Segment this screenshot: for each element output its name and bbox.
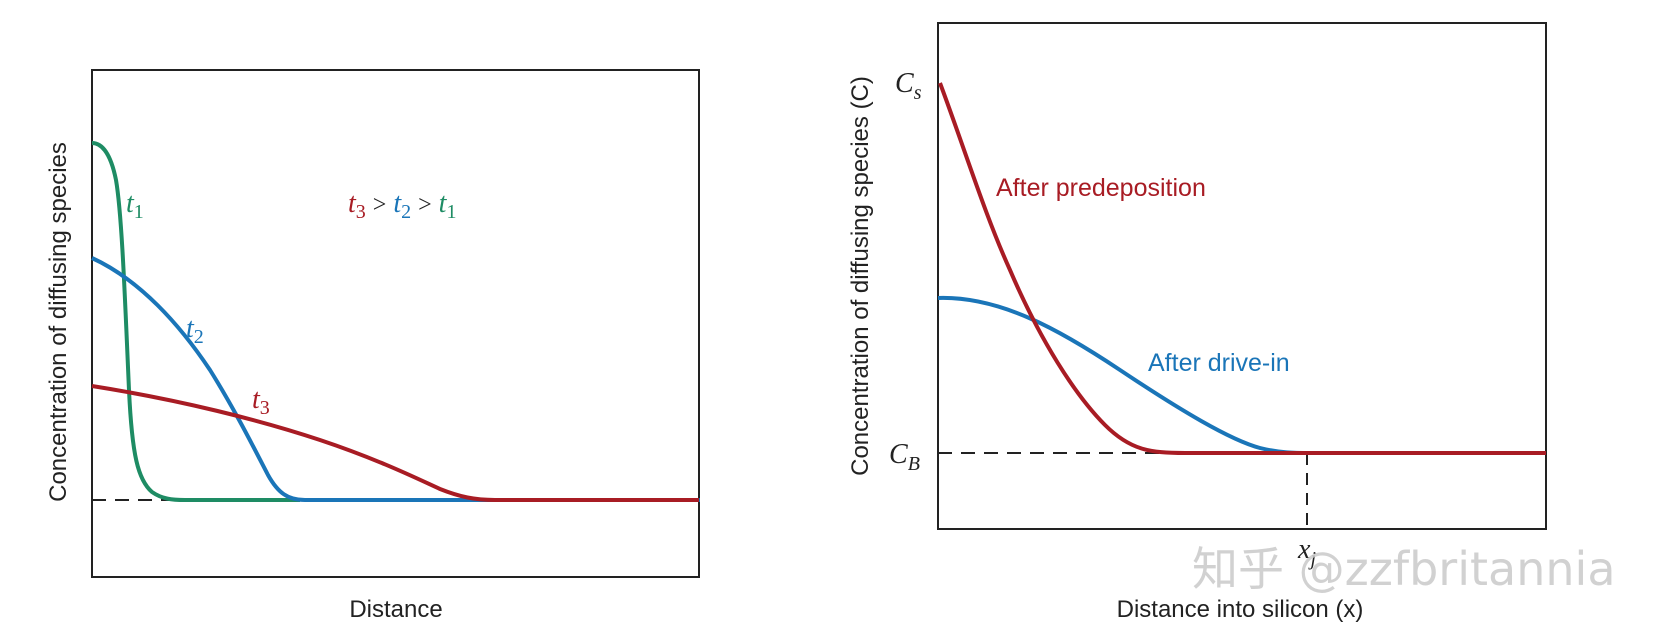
right-plot-frame: [937, 22, 1547, 530]
curve-t2: [91, 256, 700, 502]
label-after-predeposition: After predeposition: [996, 174, 1206, 202]
mark-cb: CB: [889, 439, 920, 475]
label-t2: t2: [186, 313, 204, 348]
label-t3: t3: [252, 384, 270, 419]
left-panel: t1 t2 t3 t3 > t2 > t1 Concentration of d…: [45, 69, 700, 623]
curve-t3: [91, 384, 699, 502]
mark-cs: Cs: [895, 68, 922, 104]
curve-t1: [91, 141, 300, 502]
mark-xj: xj: [1297, 534, 1316, 570]
right-x-axis-label: Distance into silicon (x): [1117, 596, 1364, 623]
right-panel: After predeposition After drive-in Cs CB…: [847, 22, 1547, 623]
watermark: 知乎 @zzfbritannia: [1192, 542, 1616, 596]
label-t1: t1: [126, 188, 144, 223]
right-y-axis-label: Concentration of diffusing species (C): [847, 76, 874, 476]
left-plot-frame: [91, 69, 700, 578]
left-y-axis-label: Concentration of diffusing species: [45, 142, 72, 502]
curve-after-predeposition: [938, 82, 1546, 455]
time-relation: t3 > t2 > t1: [348, 188, 456, 225]
left-x-axis-label: Distance: [349, 596, 442, 623]
label-after-drive-in: After drive-in: [1148, 349, 1290, 377]
